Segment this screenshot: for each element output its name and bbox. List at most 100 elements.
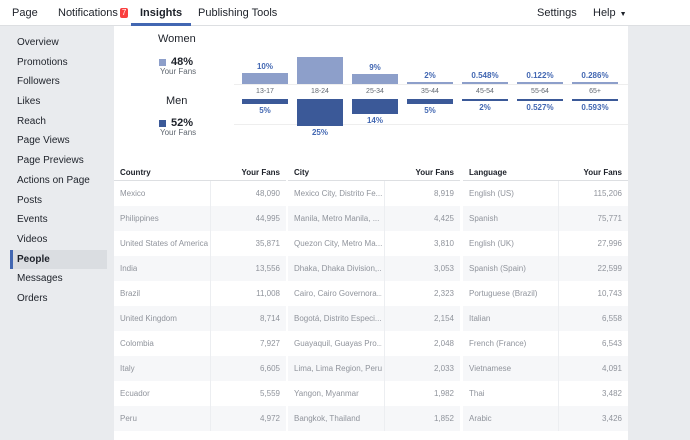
column-divider [210, 406, 211, 431]
women-bar-45-54 [462, 82, 508, 84]
sidebar-item-messages[interactable]: Messages [17, 273, 63, 285]
table-row: Arabic 3,426 [463, 406, 628, 431]
language-header-name[interactable]: Language [469, 168, 507, 177]
country-cell-name: India [120, 264, 138, 273]
women-bar-65+ [572, 82, 618, 84]
women-pct-25-34: 9% [369, 63, 381, 73]
language-cell-fans: 4,091 [601, 364, 622, 373]
sidebar-item-overview[interactable]: Overview [17, 37, 59, 48]
column-divider [210, 181, 211, 206]
city-cell-fans: 8,919 [433, 189, 454, 198]
sidebar: Overview Promotions Followers Likes Reach Pag… [10, 33, 107, 309]
table-row: Bangkok, Thailand 1,852 [288, 406, 460, 431]
column-divider [384, 381, 385, 406]
sidebar-item-likes[interactable]: Likes [17, 96, 41, 108]
column-divider [558, 331, 559, 356]
column-divider [210, 281, 211, 306]
city-table-header: City Your Fans [288, 165, 460, 181]
sidebar-item-promotions[interactable]: Promotions [17, 56, 68, 68]
country-cell-name: Italy [120, 364, 135, 373]
table-row: United States of America 35,871 [114, 231, 286, 256]
column-divider [384, 281, 385, 306]
nav-page[interactable]: Page [12, 7, 38, 19]
country-table-header: Country Your Fans [114, 165, 286, 181]
country-cell-fans: 4,972 [259, 414, 280, 423]
sidebar-item-actions-on-page[interactable]: Actions on Page [17, 174, 90, 186]
column-divider [210, 331, 211, 356]
sidebar-item-page-previews[interactable]: Page Previews [17, 155, 84, 167]
women-bar-18-24 [297, 57, 343, 84]
table-row: Cairo, Cairo Governora... 2,323 [288, 281, 460, 306]
country-cell-fans: 8,714 [259, 314, 280, 323]
table-row: English (UK) 27,996 [463, 231, 628, 256]
men-bar-65+ [572, 99, 618, 101]
nav-settings[interactable]: Settings [537, 7, 577, 19]
men-pct-18-24: 25% [311, 128, 328, 137]
column-divider [384, 206, 385, 231]
women-pct-35-44: 2% [424, 70, 436, 80]
sidebar-item-orders[interactable]: Orders [17, 292, 48, 304]
sidebar-item-followers[interactable]: Followers [17, 76, 60, 88]
country-cell-name: Ecuador [120, 389, 150, 398]
nav-publishing-tools[interactable]: Publishing Tools [198, 7, 278, 19]
language-cell-name: Portuguese (Brazil) [469, 289, 538, 298]
language-table-header: Language Your Fans [463, 165, 628, 181]
language-cell-name: English (UK) [469, 239, 514, 248]
men-pct-65+: 0.593% [581, 103, 609, 112]
city-cell-fans: 1,982 [433, 389, 454, 398]
sidebar-item-reach[interactable]: Reach [17, 115, 46, 127]
column-divider [558, 256, 559, 281]
nav-notifications[interactable]: Notifications 7 [58, 0, 129, 26]
women-pct-13-17: 10% [256, 62, 273, 72]
men-pct-45-54: 2% [479, 103, 491, 113]
language-header-fans[interactable]: Your Fans [583, 168, 622, 177]
city-cell-name: Mexico City, Distrito Fe... [294, 189, 382, 198]
notifications-badge: 7 [119, 8, 129, 18]
nav-help-label: Help [593, 7, 616, 19]
table-row: Lima, Lima Region, Peru 2,033 [288, 356, 460, 381]
city-cell-fans: 2,154 [433, 314, 454, 323]
language-cell-fans: 3,426 [601, 414, 622, 423]
nav-help[interactable]: Help ▼ [593, 0, 627, 26]
sidebar-item-posts[interactable]: Posts [17, 194, 43, 206]
country-header-fans[interactable]: Your Fans [241, 168, 280, 177]
chevron-down-icon: ▼ [619, 11, 627, 18]
women-pct-45-54: 0.548% [471, 71, 499, 80]
women-swatch [159, 59, 166, 66]
sidebar-item-people[interactable]: People [10, 249, 107, 270]
table-row: Colombia 7,927 [114, 331, 286, 356]
language-cell-name: Spanish (Spain) [469, 264, 526, 273]
country-cell-name: Colombia [120, 339, 154, 348]
column-divider [210, 381, 211, 406]
nav-insights[interactable]: Insights [131, 0, 192, 26]
sidebar-item-page-views[interactable]: Page Views [17, 135, 70, 147]
column-divider [384, 306, 385, 331]
men-bar-25-34 [352, 99, 398, 115]
language-table-body: English (US) 115,206 Spanish 75,771 English … [463, 181, 628, 431]
city-header-name[interactable]: City [294, 168, 310, 177]
city-cell-name: Dhaka, Dhaka Division,... [294, 264, 382, 273]
country-header-name[interactable]: Country [120, 168, 151, 177]
men-bar-45-54 [462, 99, 508, 102]
column-divider [558, 181, 559, 206]
city-cell-name: Manila, Metro Manila, ... [294, 214, 380, 223]
sidebar-item-events[interactable]: Events [17, 214, 48, 226]
country-cell-fans: 44,995 [255, 214, 280, 223]
age-label-45-54: 45-54 [476, 88, 494, 95]
country-cell-fans: 13,556 [255, 264, 280, 273]
men-bar-55-64 [517, 99, 563, 101]
men-bar-18-24 [297, 99, 343, 126]
language-cell-name: English (US) [469, 189, 514, 198]
country-cell-fans: 35,871 [255, 239, 280, 248]
table-row: Spanish 75,771 [463, 206, 628, 231]
column-divider [558, 406, 559, 431]
language-cell-fans: 22,599 [597, 264, 622, 273]
city-cell-fans: 2,323 [433, 289, 454, 298]
table-row: Brazil 11,008 [114, 281, 286, 306]
language-table: Language Your Fans English (US) 115,206 Span… [463, 165, 628, 431]
language-cell-name: Vietnamese [469, 364, 512, 373]
city-header-fans[interactable]: Your Fans [415, 168, 454, 177]
sidebar-item-videos[interactable]: Videos [17, 233, 48, 245]
men-swatch [159, 120, 166, 127]
country-cell-name: Philippines [120, 214, 159, 223]
